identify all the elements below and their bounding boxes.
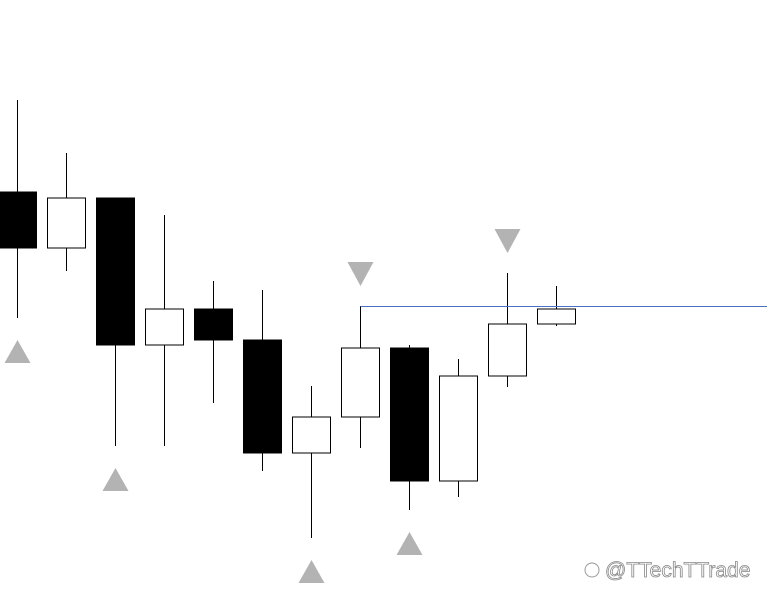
signal-down xyxy=(494,229,521,253)
signal-down xyxy=(347,262,374,286)
candle-body xyxy=(537,308,576,325)
candle-body xyxy=(0,191,37,249)
candle-body xyxy=(488,323,527,377)
candles xyxy=(0,100,767,583)
candle-body xyxy=(47,197,86,249)
candle-body xyxy=(96,197,135,346)
watermark: @TTechTTrade xyxy=(584,559,751,582)
candle-body xyxy=(243,339,282,454)
signal-up xyxy=(102,468,129,491)
candle-body xyxy=(292,416,331,454)
candle-body xyxy=(145,308,184,346)
candle-body xyxy=(439,375,478,482)
candle-body xyxy=(390,347,429,482)
watermark-text: @TTechTTrade xyxy=(605,559,750,582)
candle-body xyxy=(341,347,380,418)
candle-body xyxy=(194,308,233,341)
signal-up xyxy=(396,532,423,555)
signal-up xyxy=(298,560,325,583)
watermark-icon-outline xyxy=(584,562,600,578)
signal-up xyxy=(4,340,31,363)
